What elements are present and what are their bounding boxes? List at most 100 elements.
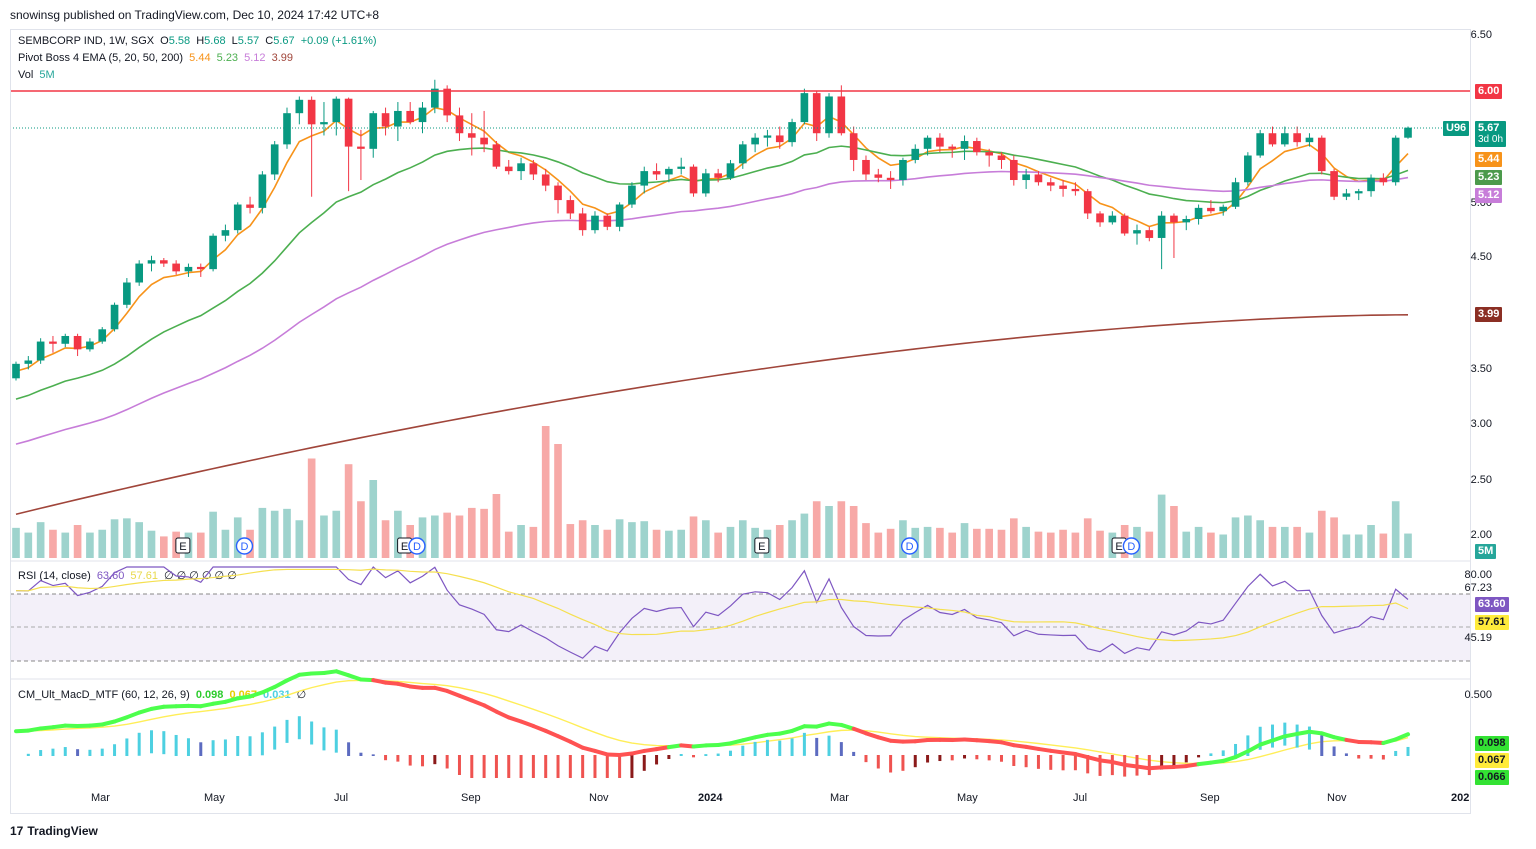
volume-bar: [455, 515, 464, 558]
symbol-name[interactable]: SEMBCORP IND, 1W, SGX: [18, 35, 155, 47]
macd-line-segment: [642, 747, 659, 753]
rsi-legend[interactable]: RSI (14, close) 63.60 57.61 ∅ ∅ ∅ ∅ ∅ ∅: [18, 569, 240, 582]
earnings-marker-box: [175, 537, 191, 554]
candle-body: [1071, 188, 1080, 192]
candle-body: [1342, 193, 1351, 197]
macd-histogram-bar: [150, 730, 154, 754]
candle-body: [738, 144, 747, 164]
macd-histogram-bar: [975, 755, 979, 760]
candle-body: [640, 171, 649, 186]
vol-legend[interactable]: Vol 5M: [18, 69, 58, 81]
macd-histogram-bar: [199, 742, 203, 756]
volume-bar: [628, 522, 636, 558]
volume-bar: [1244, 515, 1252, 558]
candle-body: [1317, 137, 1326, 172]
candle-body: [911, 148, 920, 160]
macd-line-segment: [272, 678, 290, 689]
macd-line-segment: [1221, 755, 1238, 763]
macd-line-segment: [1319, 731, 1337, 740]
candle-body: [591, 215, 599, 231]
macd-line-segment: [654, 745, 671, 752]
macd-histogram-bar: [113, 744, 117, 756]
macd-legend[interactable]: CM_Ult_MacD_MTF (60, 12, 26, 9) 0.098 0.…: [18, 688, 309, 701]
event-markers[interactable]: E E DD E D E D: [175, 537, 1141, 555]
macd-line-segment: [679, 743, 696, 749]
volume-bar: [1305, 532, 1314, 558]
candle-body: [357, 146, 365, 149]
candle-body: [1108, 215, 1117, 223]
volume-bar: [1207, 532, 1215, 558]
macd-line-segment: [1134, 764, 1152, 771]
candle-body: [209, 235, 217, 270]
candle-body: [1404, 127, 1412, 138]
macd-histogram-bar: [1024, 755, 1028, 768]
macd-histogram-bar: [1344, 753, 1348, 756]
macd-histogram-bar: [260, 732, 264, 756]
macd-histogram-bar: [802, 732, 806, 756]
volume-bar: [566, 524, 575, 558]
ohlc-high: H5.68: [196, 35, 226, 47]
candle-body: [1330, 171, 1338, 197]
tradingview-logo[interactable]: 17 TradingView: [10, 824, 98, 838]
volume-bar: [1354, 534, 1363, 558]
candle-body: [98, 329, 107, 342]
volume-bar: [652, 529, 661, 558]
candle-body: [775, 135, 784, 143]
macd-histogram-bar: [211, 740, 215, 756]
candle-body: [431, 88, 439, 108]
rsi-extras: ∅ ∅ ∅ ∅ ∅ ∅: [164, 570, 237, 582]
volume-bar: [270, 510, 279, 558]
macd-histogram-bar: [593, 755, 597, 778]
volume-bar: [394, 510, 402, 558]
volume-bar: [800, 513, 809, 558]
vol-label: Vol: [18, 69, 34, 81]
volume-bar: [677, 529, 686, 558]
ema50-tag: 5.12: [1475, 188, 1503, 203]
dividend-marker-circle: [900, 537, 919, 555]
macd-line-segment: [987, 739, 1004, 745]
price-change: +0.09 (+1.61%): [300, 35, 377, 47]
macd-line-segment: [1085, 755, 1103, 763]
volume-bar: [492, 494, 501, 558]
candle-body: [1170, 215, 1178, 223]
macd-line-segment: [482, 703, 499, 714]
macd-histogram-bar: [556, 755, 560, 778]
macd-line-segment: [395, 681, 413, 689]
candle-body: [1194, 207, 1203, 220]
macd-histogram-bar: [371, 754, 375, 756]
candle-body: [1219, 206, 1228, 212]
macd-line-segment: [629, 748, 647, 756]
volume-bar: [1157, 494, 1166, 558]
candle-body: [1367, 177, 1375, 192]
macd-line-segment: [605, 752, 622, 758]
macd-histogram-bar: [667, 755, 671, 760]
macd-line-segment: [974, 738, 992, 744]
volume-bar: [381, 520, 390, 558]
time-label: Mar: [91, 792, 110, 804]
volume-bar: [12, 527, 20, 558]
time-axis[interactable]: Mar May Jul Sep Nov 2024 Mar May Jul Sep…: [0, 792, 1536, 808]
price-tick: 4.50: [1470, 251, 1492, 263]
macd-histogram-bar: [457, 755, 461, 776]
macd-line-segment: [26, 726, 43, 733]
candle-body: [1207, 207, 1215, 212]
macd-histogram-bar: [186, 738, 190, 756]
tradingview-icon: 17: [10, 824, 24, 838]
macd-histogram-bar: [1221, 750, 1225, 756]
macd-histogram-bar: [852, 751, 856, 756]
candle-body: [603, 215, 612, 227]
macd-histogram-bar: [1406, 746, 1410, 756]
macd-histogram-bar: [692, 755, 696, 758]
candle-body: [73, 335, 82, 350]
macd-line-segment: [137, 706, 154, 715]
ohlc-open: O5.58: [160, 35, 191, 47]
macd-line-segment: [346, 673, 363, 682]
macd-line-segment: [580, 745, 597, 753]
volume-bar: [110, 519, 119, 558]
candle-body: [849, 133, 858, 160]
candle-body: [763, 135, 772, 138]
candle-body: [825, 96, 833, 134]
ema-legend[interactable]: Pivot Boss 4 EMA (5, 20, 50, 200) 5.44 5…: [18, 52, 296, 64]
rsi-tick: 80.00: [1464, 569, 1492, 581]
